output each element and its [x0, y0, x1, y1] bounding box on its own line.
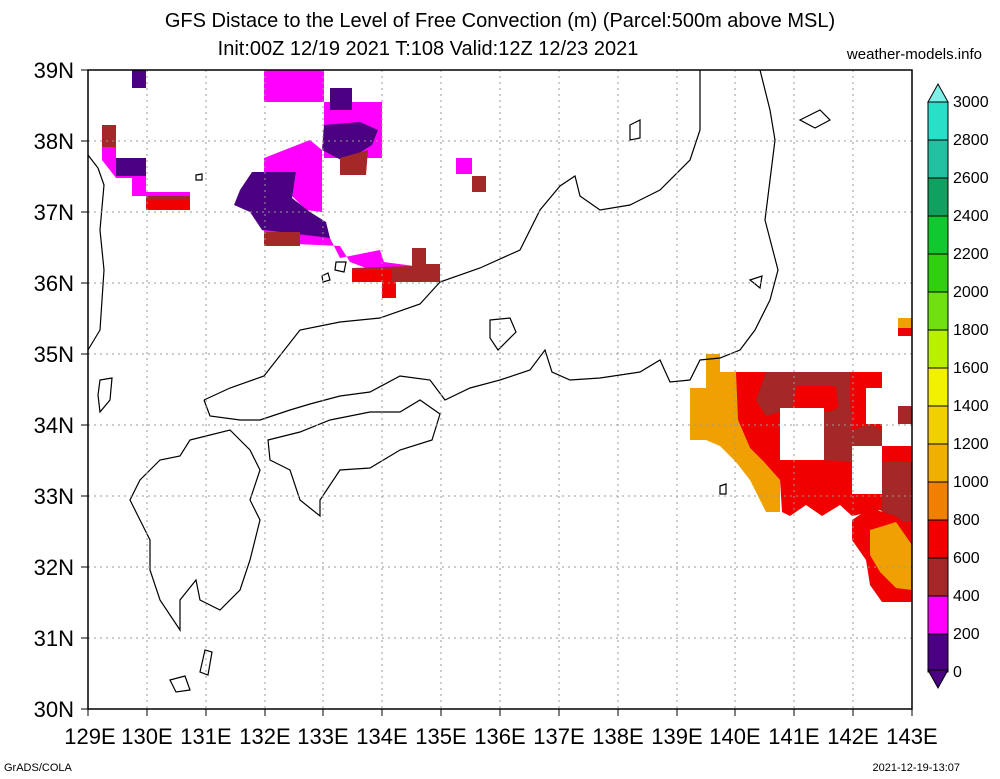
lat-label: 37N: [34, 200, 74, 225]
colorbar-label: 400: [953, 588, 980, 605]
colorbar-label: 1600: [953, 360, 989, 377]
map-title: GFS Distace to the Level of Free Convect…: [164, 10, 836, 32]
colorbar-swatch: [927, 519, 949, 559]
lat-label: 38N: [34, 129, 74, 154]
colorbar-bottom-arrow: [927, 669, 949, 690]
lon-label: 138E: [592, 724, 643, 749]
map-subtitle: Init:00Z 12/19 2021 T:108 Valid:12Z 12/2…: [217, 38, 639, 60]
colorbar-swatch: [927, 595, 949, 635]
colorbar: 3000 2800 2600 2400 2200 2000 1800 1600 …: [927, 82, 989, 690]
lon-label: 134E: [356, 724, 407, 749]
lon-label: 142E: [827, 724, 878, 749]
colorbar-label: 2200: [953, 246, 989, 263]
lat-label: 39N: [34, 58, 74, 83]
lon-label: 135E: [415, 724, 466, 749]
lon-label: 129E: [64, 724, 115, 749]
colorbar-label: 2600: [953, 170, 989, 187]
colorbar-swatch: [927, 215, 949, 255]
colorbar-swatch: [927, 367, 949, 407]
colorbar-swatch: [927, 633, 949, 673]
colorbar-label: 1000: [953, 474, 989, 491]
grid-lines: [88, 70, 912, 709]
colorbar-label: 600: [953, 550, 980, 567]
lon-labels: 129E 130E 131E 132E 133E 134E 135E 136E …: [64, 724, 937, 749]
colorbar-swatch: [927, 329, 949, 369]
colorbar-label: 2000: [953, 284, 989, 301]
colorbar-label: 800: [953, 512, 980, 529]
lat-label: 31N: [34, 626, 74, 651]
colorbar-swatch: [927, 139, 949, 179]
credit-label: weather-models.info: [846, 46, 982, 63]
colorbar-swatch: [927, 481, 949, 521]
coastlines: [87, 69, 831, 693]
colorbar-swatch: [927, 557, 949, 597]
lon-label: 130E: [121, 724, 172, 749]
lat-labels: 39N 38N 37N 36N 35N 34N 33N 32N 31N 30N: [34, 58, 74, 722]
colorbar-label: 0: [953, 664, 962, 681]
colorbar-swatch: [927, 253, 949, 293]
colorbar-swatch: [927, 405, 949, 445]
lon-label: 137E: [533, 724, 584, 749]
colorbar-label: 1200: [953, 436, 989, 453]
lat-label: 33N: [34, 484, 74, 509]
footer-source: GrADS/COLA: [4, 762, 72, 774]
colorbar-swatch: [927, 291, 949, 331]
colorbar-label: 2800: [953, 132, 989, 149]
axis-ticks: [81, 69, 913, 716]
lon-label: 141E: [768, 724, 819, 749]
colorbar-label: 1800: [953, 322, 989, 339]
colorbar-swatch: [927, 101, 949, 141]
colorbar-swatch: [927, 443, 949, 483]
colorbar-labels: 3000 2800 2600 2400 2200 2000 1800 1600 …: [953, 94, 989, 681]
colorbar-top-arrow: [927, 82, 949, 103]
colorbar-swatch: [927, 177, 949, 217]
colorbar-label: 3000: [953, 94, 989, 111]
colorbar-label: 200: [953, 626, 980, 643]
footer-timestamp: 2021-12-19-13:07: [872, 762, 960, 774]
lon-label: 143E: [886, 724, 937, 749]
shaded-fields: [102, 70, 912, 602]
lon-label: 131E: [180, 724, 231, 749]
lon-label: 136E: [474, 724, 525, 749]
lat-label: 34N: [34, 413, 74, 438]
north-region: [102, 70, 486, 298]
lon-label: 133E: [297, 724, 348, 749]
lat-label: 30N: [34, 697, 74, 722]
lon-label: 139E: [651, 724, 702, 749]
lat-label: 35N: [34, 342, 74, 367]
colorbar-label: 1400: [953, 398, 989, 415]
colorbar-swatches: [927, 101, 949, 673]
lat-label: 32N: [34, 555, 74, 580]
east-region: [690, 318, 912, 602]
lon-label: 140E: [709, 724, 760, 749]
colorbar-label: 2400: [953, 208, 989, 225]
lat-label: 36N: [34, 271, 74, 296]
lon-label: 132E: [239, 724, 290, 749]
